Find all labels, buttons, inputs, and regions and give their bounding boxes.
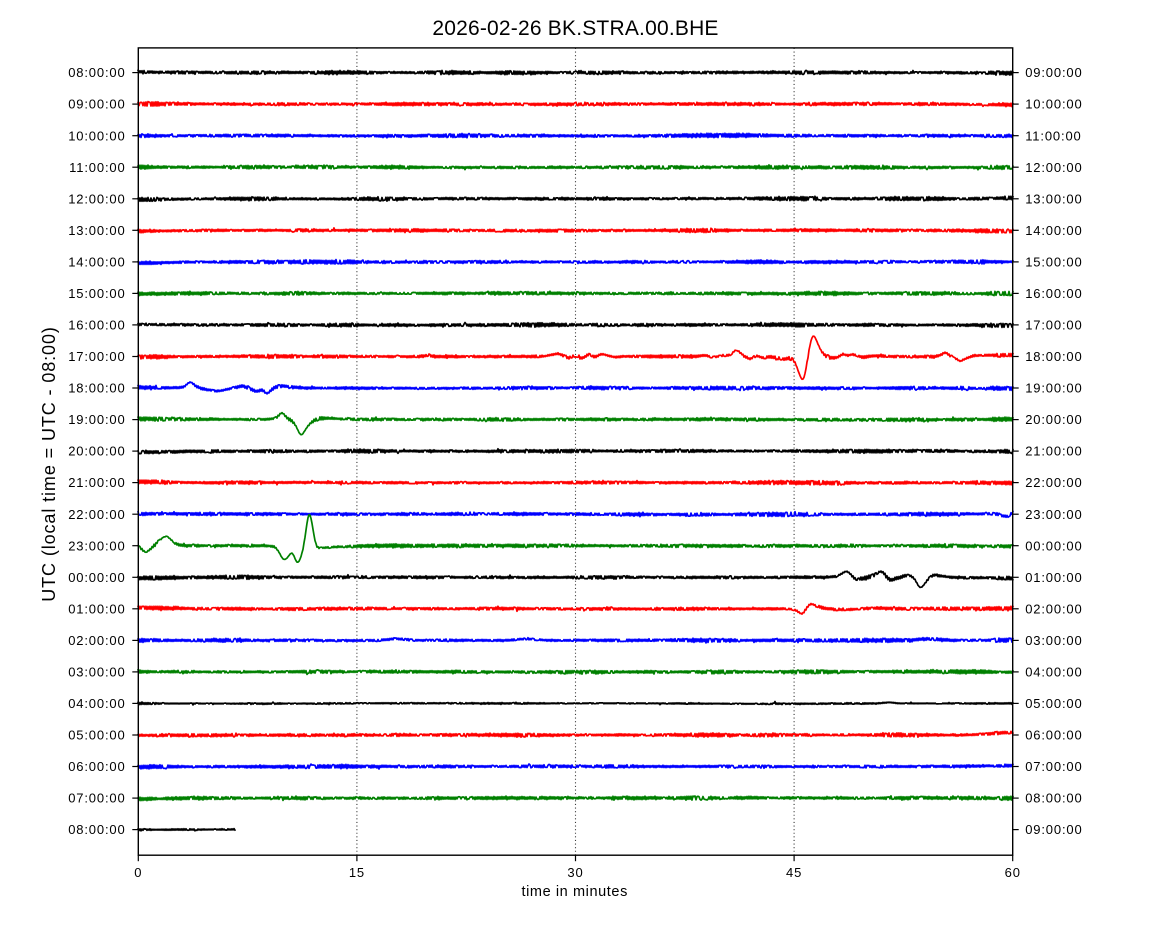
svg-text:02:00:00: 02:00:00 xyxy=(68,633,125,648)
svg-text:23:00:00: 23:00:00 xyxy=(68,538,125,553)
svg-text:10:00:00: 10:00:00 xyxy=(68,128,125,143)
svg-text:09:00:00: 09:00:00 xyxy=(68,97,125,112)
svg-text:0: 0 xyxy=(134,865,142,880)
svg-text:17:00:00: 17:00:00 xyxy=(1025,318,1082,333)
svg-text:05:00:00: 05:00:00 xyxy=(68,728,125,743)
svg-text:17:00:00: 17:00:00 xyxy=(68,349,125,364)
svg-text:60: 60 xyxy=(1005,865,1021,880)
svg-text:16:00:00: 16:00:00 xyxy=(68,318,125,333)
svg-text:20:00:00: 20:00:00 xyxy=(68,444,125,459)
svg-text:06:00:00: 06:00:00 xyxy=(68,759,125,774)
svg-text:18:00:00: 18:00:00 xyxy=(68,381,125,396)
svg-text:15:00:00: 15:00:00 xyxy=(68,286,125,301)
svg-text:11:00:00: 11:00:00 xyxy=(69,160,125,175)
svg-text:12:00:00: 12:00:00 xyxy=(1025,160,1082,175)
svg-text:03:00:00: 03:00:00 xyxy=(1025,633,1082,648)
svg-text:14:00:00: 14:00:00 xyxy=(1025,223,1082,238)
svg-text:00:00:00: 00:00:00 xyxy=(1025,538,1082,553)
svg-text:16:00:00: 16:00:00 xyxy=(1025,286,1082,301)
svg-text:21:00:00: 21:00:00 xyxy=(68,475,125,490)
svg-text:15:00:00: 15:00:00 xyxy=(1025,255,1082,270)
svg-text:09:00:00: 09:00:00 xyxy=(1025,822,1082,837)
svg-text:22:00:00: 22:00:00 xyxy=(68,507,125,522)
svg-text:45: 45 xyxy=(786,865,802,880)
svg-text:19:00:00: 19:00:00 xyxy=(1025,381,1082,396)
svg-text:08:00:00: 08:00:00 xyxy=(68,65,125,80)
svg-text:04:00:00: 04:00:00 xyxy=(1025,665,1082,680)
svg-text:UTC (local time = UTC - 08:00): UTC (local time = UTC - 08:00) xyxy=(39,326,59,602)
svg-text:14:00:00: 14:00:00 xyxy=(68,255,125,270)
svg-text:23:00:00: 23:00:00 xyxy=(1025,507,1082,522)
svg-text:01:00:00: 01:00:00 xyxy=(1025,570,1082,585)
svg-text:time in minutes: time in minutes xyxy=(521,884,628,900)
svg-text:22:00:00: 22:00:00 xyxy=(1025,475,1082,490)
svg-text:30: 30 xyxy=(567,865,583,880)
svg-text:15: 15 xyxy=(349,865,365,880)
svg-text:18:00:00: 18:00:00 xyxy=(1025,349,1082,364)
svg-text:06:00:00: 06:00:00 xyxy=(1025,728,1082,743)
svg-text:07:00:00: 07:00:00 xyxy=(68,791,125,806)
svg-text:13:00:00: 13:00:00 xyxy=(1025,191,1082,206)
svg-text:20:00:00: 20:00:00 xyxy=(1025,412,1082,427)
svg-text:01:00:00: 01:00:00 xyxy=(68,601,125,616)
svg-text:00:00:00: 00:00:00 xyxy=(68,570,125,585)
svg-text:08:00:00: 08:00:00 xyxy=(68,822,125,837)
svg-text:04:00:00: 04:00:00 xyxy=(68,696,125,711)
svg-text:10:00:00: 10:00:00 xyxy=(1025,97,1082,112)
svg-text:07:00:00: 07:00:00 xyxy=(1025,759,1082,774)
svg-text:05:00:00: 05:00:00 xyxy=(1025,696,1082,711)
svg-text:03:00:00: 03:00:00 xyxy=(68,665,125,680)
svg-text:19:00:00: 19:00:00 xyxy=(68,412,125,427)
svg-text:13:00:00: 13:00:00 xyxy=(68,223,125,238)
svg-text:02:00:00: 02:00:00 xyxy=(1025,601,1082,616)
svg-text:2026-02-26 BK.STRA.00.BHE: 2026-02-26 BK.STRA.00.BHE xyxy=(432,17,718,40)
svg-text:12:00:00: 12:00:00 xyxy=(68,191,125,206)
svg-text:09:00:00: 09:00:00 xyxy=(1025,65,1082,80)
svg-text:21:00:00: 21:00:00 xyxy=(1025,444,1082,459)
svg-text:11:00:00: 11:00:00 xyxy=(1025,128,1081,143)
svg-text:08:00:00: 08:00:00 xyxy=(1025,791,1082,806)
